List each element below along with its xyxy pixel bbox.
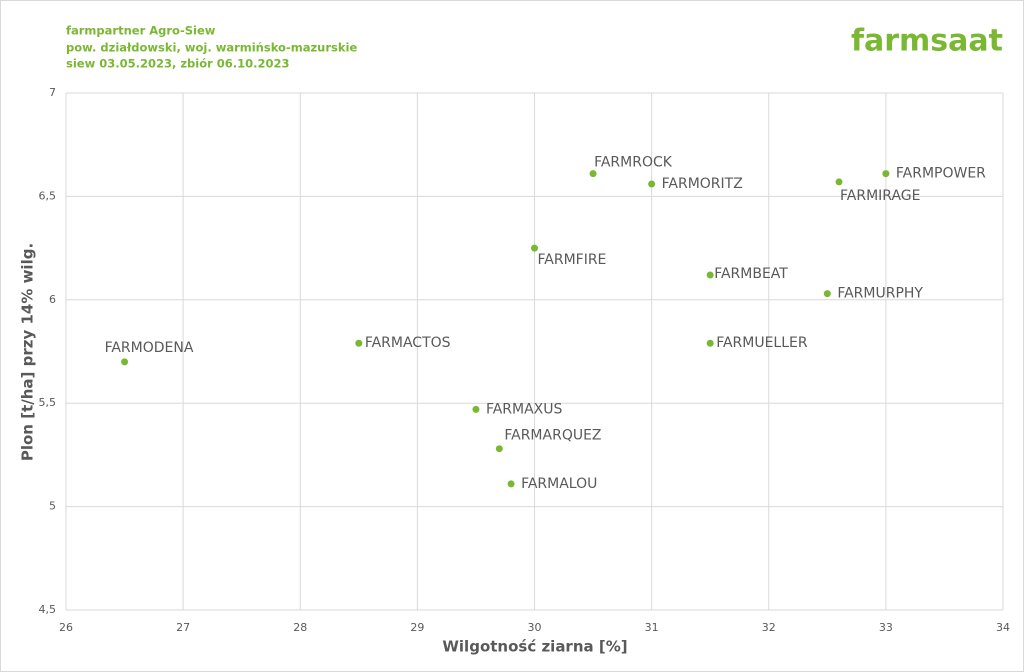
data-point bbox=[472, 405, 480, 413]
y-tick-label: 5 bbox=[49, 500, 56, 513]
point-label: FARMPOWER bbox=[896, 166, 986, 182]
header-line: siew 03.05.2023, zbiór 06.10.2023 bbox=[66, 57, 290, 71]
data-point bbox=[882, 170, 890, 178]
point-label: FARMUELLER bbox=[716, 335, 808, 351]
data-point bbox=[495, 445, 503, 453]
point-label: FARMROCK bbox=[594, 155, 673, 171]
point-label: FARMORITZ bbox=[662, 176, 743, 192]
point-label: FARMAXUS bbox=[486, 401, 563, 417]
data-point bbox=[835, 178, 843, 186]
y-tick-label: 7 bbox=[49, 86, 56, 99]
x-tick-label: 26 bbox=[59, 621, 73, 634]
brand-logo: farmsaat bbox=[851, 24, 1003, 59]
y-tick-label: 6 bbox=[49, 293, 56, 306]
header-line: pow. działdowski, woj. warmińsko-mazursk… bbox=[66, 41, 357, 55]
data-point bbox=[507, 480, 515, 488]
point-label: FARMARQUEZ bbox=[504, 428, 601, 444]
x-tick-label: 32 bbox=[762, 621, 776, 634]
data-point bbox=[121, 358, 129, 366]
data-point bbox=[823, 290, 831, 298]
point-label: FARMODENA bbox=[105, 340, 194, 356]
point-label: FARMFIRE bbox=[538, 252, 607, 268]
data-point bbox=[706, 271, 714, 279]
x-tick-label: 31 bbox=[645, 621, 659, 634]
point-label: FARMBEAT bbox=[714, 266, 788, 282]
x-tick-label: 30 bbox=[528, 621, 542, 634]
x-tick-label: 27 bbox=[176, 621, 190, 634]
data-point bbox=[589, 170, 597, 178]
y-tick-label: 6,5 bbox=[39, 189, 57, 202]
header-line: farmpartner Agro-Siew bbox=[66, 24, 216, 38]
y-tick-label: 4,5 bbox=[39, 603, 57, 616]
point-label: FARMACTOS bbox=[365, 335, 451, 351]
data-point bbox=[648, 180, 656, 188]
x-tick-label: 28 bbox=[293, 621, 307, 634]
x-tick-label: 34 bbox=[996, 621, 1010, 634]
data-point bbox=[706, 339, 714, 347]
point-label: FARMIRAGE bbox=[840, 188, 920, 204]
point-label: FARMALOU bbox=[521, 476, 597, 492]
y-axis-title: Plon [t/ha] przy 14% wilg. bbox=[19, 243, 37, 461]
data-point bbox=[531, 244, 538, 252]
data-point bbox=[355, 339, 363, 347]
point-label: FARMURPHY bbox=[837, 286, 923, 302]
y-tick-label: 5,5 bbox=[39, 396, 57, 409]
x-tick-label: 33 bbox=[879, 621, 893, 634]
x-axis-title: Wilgotność ziarna [%] bbox=[442, 638, 627, 656]
x-tick-label: 29 bbox=[410, 621, 424, 634]
